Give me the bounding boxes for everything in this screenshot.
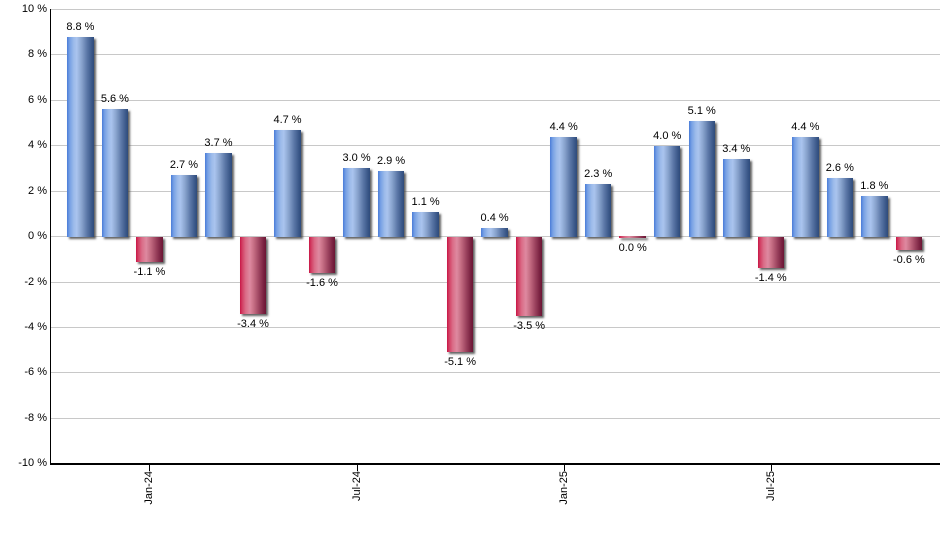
bar-22: [792, 136, 819, 237]
y-axis-tick-label: -6 %: [24, 366, 47, 379]
bar-value-label: 2.6 %: [825, 161, 854, 174]
bar-value-label: -1.1 %: [133, 265, 166, 278]
gridline-10: [49, 8, 940, 10]
gridline-4: [49, 145, 940, 147]
x-axis-tick-label: Jan-24: [143, 470, 156, 505]
bar-value-label: 3.7 %: [204, 136, 233, 149]
bar-value-label: 4.7 %: [273, 113, 302, 126]
bar-3: [136, 236, 163, 262]
bar-5: [205, 152, 232, 237]
bar-value-label: 0.4 %: [480, 211, 509, 224]
bar-value-label: -1.4 %: [754, 272, 787, 285]
bar-value-label: 8.8 %: [66, 20, 95, 33]
bar-2: [101, 109, 129, 237]
bar-23: [826, 177, 854, 237]
bar-7: [274, 129, 301, 237]
bar-value-label: 2.7 %: [169, 159, 199, 172]
bar-21: [757, 236, 785, 269]
x-axis-tick-label: Jul-24: [350, 470, 363, 501]
y-axis-tick-label: -4 %: [24, 320, 47, 333]
y-axis-tick-label: -10 %: [18, 457, 47, 470]
x-axis: [49, 463, 940, 466]
bar-10: [377, 170, 405, 237]
gridline--8: [49, 417, 940, 419]
bar-value-label: 1.1 %: [411, 195, 440, 208]
bar-value-label: 2.9 %: [377, 154, 406, 167]
bar-4: [170, 175, 198, 237]
gridline-2: [49, 190, 940, 192]
x-axis-tick-label: Jan-25: [557, 470, 570, 505]
gridline--4: [49, 326, 940, 328]
y-axis-tick-label: 2 %: [28, 184, 47, 197]
gridline-6: [49, 99, 940, 101]
bar-value-label: 4.4 %: [791, 120, 820, 133]
y-axis: [49, 8, 51, 465]
bar-1: [67, 36, 94, 237]
bar-value-label: 4.4 %: [549, 120, 578, 133]
y-axis-tick-label: 10 %: [21, 2, 47, 15]
bar-20: [723, 159, 750, 237]
bar-value-label: 3.0 %: [342, 152, 371, 165]
gridline-8: [49, 54, 940, 56]
gridline-0: [49, 236, 940, 238]
y-axis-tick-label: -2 %: [24, 275, 47, 288]
x-axis-tick: [770, 464, 772, 471]
bar-18: [653, 145, 681, 237]
bar-16: [584, 184, 612, 237]
bar-value-label: -5.1 %: [444, 356, 477, 369]
bar-14: [515, 236, 543, 317]
y-axis-tick-label: 4 %: [28, 139, 47, 152]
bar-value-label: 2.3 %: [584, 168, 613, 181]
bar-13: [481, 227, 508, 237]
bar-value-label: 4.0 %: [653, 129, 682, 142]
gridline--6: [49, 372, 940, 374]
bar-value-label: -3.4 %: [237, 317, 269, 330]
bar-9: [343, 168, 370, 237]
bar-value-label: -1.6 %: [306, 276, 338, 289]
x-axis-tick-label: Jul-25: [764, 470, 777, 501]
x-axis-tick: [149, 464, 151, 471]
bar-value-label: -0.6 %: [892, 254, 925, 267]
bar-value-label: -3.5 %: [513, 320, 546, 333]
bar-value-label: 5.6 %: [100, 93, 129, 106]
bar-24: [861, 195, 888, 237]
bar-17: [619, 235, 646, 238]
bar-8: [308, 236, 336, 273]
bar-value-label: 3.4 %: [722, 143, 751, 156]
bar-6: [239, 236, 267, 314]
bar-12: [446, 236, 474, 353]
y-axis-tick-label: 0 %: [28, 230, 47, 243]
gridline--2: [49, 281, 940, 283]
x-axis-tick: [563, 464, 565, 471]
bar-25: [895, 236, 923, 251]
bar-15: [550, 136, 577, 237]
bar-value-label: 1.8 %: [860, 179, 889, 192]
y-axis-tick-label: 6 %: [28, 93, 47, 106]
bar-value-label: 0.0 %: [618, 241, 647, 254]
bar-value-label: 5.1 %: [687, 104, 716, 117]
bar-19: [688, 120, 715, 237]
x-axis-tick: [356, 464, 358, 471]
y-axis-tick-label: -8 %: [24, 411, 47, 424]
bar-11: [412, 211, 439, 237]
y-axis-tick-label: 8 %: [28, 48, 47, 61]
